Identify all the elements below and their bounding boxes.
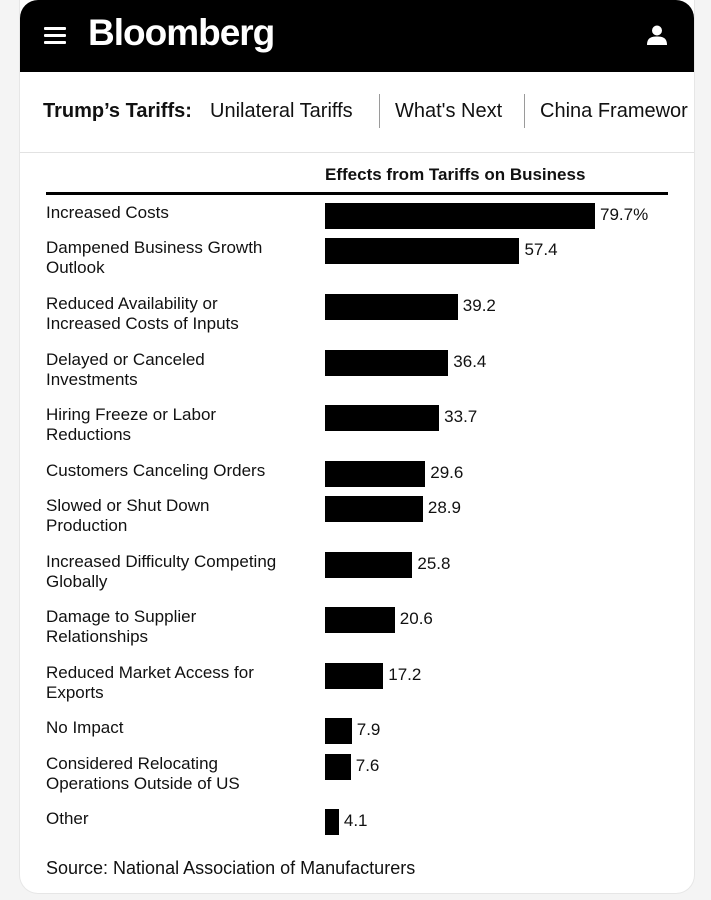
nav-title: Trump’s Tariffs: <box>43 100 192 122</box>
chart-source: Source: National Association of Manufact… <box>46 858 416 878</box>
tariff-effects-bar-chart: Effects from Tariffs on Business Source:… <box>20 152 694 893</box>
nav-link-unilateral-tariffs[interactable]: Unilateral Tariffs <box>210 100 353 122</box>
nav-link-whats-next[interactable]: What's Next <box>395 100 503 122</box>
bloomberg-logo[interactable]: Bloomberg <box>88 12 275 53</box>
category-label: Increased Costs <box>46 203 316 223</box>
category-label-line: Production <box>46 516 128 535</box>
bar <box>325 552 413 578</box>
category-label-line: Other <box>46 809 89 828</box>
category-label: No Impact <box>46 718 316 738</box>
value-label: 39.2 <box>462 296 496 315</box>
value-label: 33.7 <box>444 407 478 426</box>
value-label: 28.9 <box>427 498 461 517</box>
nav-divider <box>524 94 525 128</box>
hamburger-menu-icon[interactable] <box>44 27 66 45</box>
category-label-line: Increased Difficulty Competing <box>46 552 277 571</box>
bar <box>325 496 423 522</box>
bar <box>325 663 384 689</box>
bar <box>325 607 395 633</box>
bar <box>325 718 352 744</box>
value-label: 4.1 <box>343 811 368 830</box>
bar <box>325 350 449 376</box>
category-label-line: Customers Canceling Orders <box>46 461 266 480</box>
title-rule <box>46 192 668 195</box>
value-label: 57.4 <box>524 240 558 259</box>
category-label: Considered Relocating Operations Outside … <box>46 754 316 794</box>
category-label: Increased Difficulty Competing Globally <box>46 552 316 592</box>
value-label: 25.8 <box>417 554 451 573</box>
user-account-icon[interactable] <box>646 24 668 46</box>
top-bar: Bloomberg <box>20 0 694 72</box>
category-label-line: Damage to Supplier <box>46 607 197 626</box>
category-label-line: Dampened Business Growth <box>46 238 263 257</box>
category-label: Delayed or Canceled Investments <box>46 350 316 390</box>
value-label: 17.2 <box>388 665 422 684</box>
category-label-line: Investments <box>46 370 138 389</box>
nav-divider <box>379 94 380 128</box>
category-label-line: Exports <box>46 683 104 702</box>
category-label-line: Operations Outside of US <box>46 774 240 793</box>
bar <box>325 203 595 229</box>
category-label: Customers Canceling Orders <box>46 461 316 481</box>
bar <box>325 238 520 264</box>
category-label-line: Considered Relocating <box>46 754 218 773</box>
category-label-line: Globally <box>46 572 108 591</box>
value-label: 36.4 <box>453 352 487 371</box>
category-label-line: Increased Costs of Inputs <box>46 314 239 333</box>
category-label-line: No Impact <box>46 718 124 737</box>
chart-title: Effects from Tariffs on Business <box>325 165 586 184</box>
value-label: 20.6 <box>399 609 433 628</box>
category-label: Reduced Availability or Increased Costs o… <box>46 294 316 334</box>
category-label: Slowed or Shut Down Production <box>46 496 316 536</box>
category-label: Reduced Market Access for Exports <box>46 663 316 703</box>
category-label-line: Reduced Availability or <box>46 294 218 313</box>
bar <box>325 294 458 320</box>
article-card: Bloomberg Trump’s Tariffs: Unilateral Ta… <box>20 0 694 893</box>
value-label: 7.9 <box>356 720 381 739</box>
value-label: 79.7% <box>600 205 649 224</box>
bar <box>325 405 440 431</box>
bar <box>325 461 426 487</box>
category-label-line: Reductions <box>46 425 132 444</box>
category-label-line: Increased Costs <box>46 203 169 222</box>
category-label-line: Slowed or Shut Down <box>46 496 210 515</box>
category-label: Dampened Business Growth Outlook <box>46 238 316 278</box>
category-label: Hiring Freeze or Labor Reductions <box>46 405 316 445</box>
category-label-line: Delayed or Canceled <box>46 350 205 369</box>
value-label: 7.6 <box>355 756 380 775</box>
nav-link-china-framework[interactable]: China Framewor <box>540 100 688 122</box>
bar <box>325 754 351 780</box>
bar <box>325 809 339 835</box>
category-label-line: Outlook <box>46 258 105 277</box>
category-label-line: Hiring Freeze or Labor <box>46 405 217 424</box>
category-label-line: Reduced Market Access for <box>46 663 254 682</box>
value-label: 29.6 <box>430 463 464 482</box>
topic-nav: Trump’s Tariffs: Unilateral Tariffs What… <box>20 72 694 153</box>
category-label-line: Relationships <box>46 627 149 646</box>
category-label: Other <box>46 809 316 829</box>
category-label: Damage to Supplier Relationships <box>46 607 316 647</box>
